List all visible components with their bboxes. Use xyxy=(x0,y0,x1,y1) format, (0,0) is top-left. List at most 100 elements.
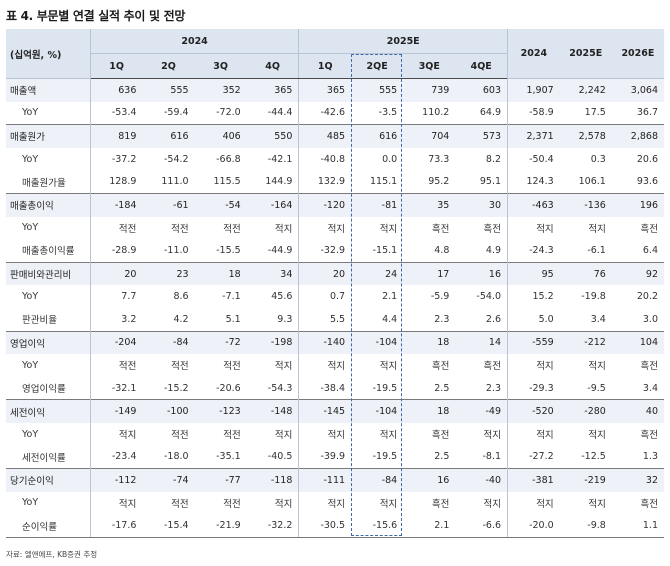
table-cell: -120 xyxy=(298,192,352,217)
table-cell: 20.6 xyxy=(636,153,658,165)
table-row-sub: 판관비율 3.2 4.2 5.1 9.3 5.5 4.4 2.3 2.6 5.0 3.4 3.0 xyxy=(6,307,664,332)
table-cell: -18.0 xyxy=(163,451,189,463)
table-cell: 8.6 xyxy=(173,291,189,303)
table-cell: -104 xyxy=(351,399,404,423)
table-cell: -123 xyxy=(194,399,247,423)
table-cell: 적지 xyxy=(274,430,293,442)
table-cell: -219 xyxy=(559,468,612,492)
table-row-sub: 매출원가율 128.9 111.0 115.5 144.9 132.9 115.1 95.2 9… xyxy=(6,170,664,194)
table-cell: 적지 xyxy=(483,498,502,510)
table-cell: 115.1 xyxy=(370,176,398,188)
table-cell: 704 xyxy=(403,124,456,148)
table-cell: 적지 xyxy=(379,223,398,235)
table-cell: 95 xyxy=(507,261,560,286)
table-cell: 603 xyxy=(455,77,508,102)
table-cell: 적전 xyxy=(171,361,189,373)
row-label: 매출총이익 xyxy=(6,192,91,217)
table-cell: -8.1 xyxy=(482,451,502,463)
table-cell: 2,578 xyxy=(559,124,612,148)
table-cell: -19.8 xyxy=(581,291,606,303)
table-cell: 18 xyxy=(403,399,456,423)
table-cell: 76 xyxy=(559,261,612,286)
row-label: YoY xyxy=(22,291,39,303)
quarter-header: 1Q xyxy=(89,53,143,79)
table-cell: 555 xyxy=(142,77,195,102)
row-label: YoY xyxy=(22,497,39,509)
table-row-main: 판매비와관리비 20 23 18 34 20 24 17 16 95 76 92 xyxy=(6,261,664,286)
table-cell: -84 xyxy=(142,330,195,355)
table-cell: 흑전 xyxy=(640,361,658,373)
table-cell: 5.5 xyxy=(298,307,352,332)
table-cell: -118 xyxy=(246,468,299,492)
table-cell: 1.3 xyxy=(642,451,658,463)
table-cell: 128.9 xyxy=(89,170,143,194)
table-cell: -12.5 xyxy=(581,451,606,463)
table-cell: -111 xyxy=(298,468,352,492)
row-label: YoY xyxy=(22,107,39,119)
table-cell: 550 xyxy=(246,124,299,148)
table-cell: -30.5 xyxy=(298,514,352,538)
table-cell: -145 xyxy=(298,399,352,423)
table-cell: 적전 xyxy=(223,223,241,235)
table-cell: -44.9 xyxy=(267,244,293,256)
table-cell: 144.9 xyxy=(265,176,293,188)
table-cell: 적지 xyxy=(298,491,352,515)
table-cell: 적지 xyxy=(274,361,293,373)
table-cell: 365 xyxy=(246,77,299,102)
row-label: YoY xyxy=(22,222,39,234)
row-label: 매출원가율 xyxy=(22,177,66,189)
table-container: (십억원, %) 2024 2025E 2024 2025E 2026E 1Q … xyxy=(6,29,664,538)
row-label: 세전이익률 xyxy=(22,452,66,464)
table-cell: 16 xyxy=(403,468,456,492)
table-cell: 104 xyxy=(611,330,664,355)
table-cell: -19.5 xyxy=(372,382,398,394)
table-cell: 적지 xyxy=(89,491,143,515)
table-cell: -81 xyxy=(351,192,404,217)
table-cell: 적전 xyxy=(223,430,241,442)
table-cell: -204 xyxy=(89,330,143,355)
table-cell: -100 xyxy=(142,399,195,423)
table-cell: 적지 xyxy=(89,422,143,446)
table-cell: 적전 xyxy=(171,430,189,442)
table-cell: 616 xyxy=(142,124,195,148)
table-body: 매출액 636 555 352 365 365 555 739 603 1,907 2,242 3,0… xyxy=(6,77,664,538)
table-cell: 64.9 xyxy=(479,107,502,119)
table-cell: -50.4 xyxy=(507,147,560,171)
table-cell: 616 xyxy=(351,124,404,148)
table-cell: 적지 xyxy=(588,361,606,373)
table-cell: -53.4 xyxy=(89,101,143,125)
table-cell: 흑전 xyxy=(431,361,450,373)
row-label: 매출액 xyxy=(6,77,91,102)
table-row-sub: 매출총이익률 -28.9 -11.0 -15.5 -44.9 -32.9 -15.1 4.8 4… xyxy=(6,239,664,263)
table-cell: 적지 xyxy=(588,223,606,235)
table-cell: -39.9 xyxy=(298,445,352,469)
table-cell: 적지 xyxy=(298,354,352,377)
table-cell: 115.5 xyxy=(213,176,241,188)
table-cell: 111.0 xyxy=(161,176,189,188)
quarter-header: 1Q xyxy=(298,53,352,79)
table-cell: -77 xyxy=(194,468,247,492)
table-cell: 34 xyxy=(246,261,299,286)
table-cell: 2.1 xyxy=(382,291,398,303)
table-cell: 0.0 xyxy=(382,153,398,165)
table-cell: 적지 xyxy=(483,430,502,442)
row-label: 판관비율 xyxy=(22,315,57,327)
quarter-header: 3QE xyxy=(403,53,456,79)
table-cell: 흑전 xyxy=(483,223,502,235)
quarter-header: 2QE xyxy=(351,53,404,79)
table-cell: -6.6 xyxy=(455,514,508,538)
table-row-main: 당기순이익 -112 -74 -77 -118 -111 -84 16 -40 -381 -219 3… xyxy=(6,468,664,492)
source-note: 자료: 엘앤에프, KB증권 추정 xyxy=(6,550,98,559)
quarter-header: 3Q xyxy=(194,53,247,79)
table-cell: 적지 xyxy=(507,491,560,515)
table-cell: 2.6 xyxy=(485,313,502,325)
table-cell: -198 xyxy=(246,330,299,355)
table-cell: 365 xyxy=(298,77,352,102)
table-cell: -20.0 xyxy=(507,514,560,538)
table-cell: -20.6 xyxy=(216,382,241,394)
table-cell: -11.0 xyxy=(163,244,189,256)
table-cell: -84 xyxy=(351,468,404,492)
table-cell: 106.1 xyxy=(578,176,606,188)
table-cell: 110.2 xyxy=(422,107,450,119)
table-cell: -54.0 xyxy=(476,291,502,303)
